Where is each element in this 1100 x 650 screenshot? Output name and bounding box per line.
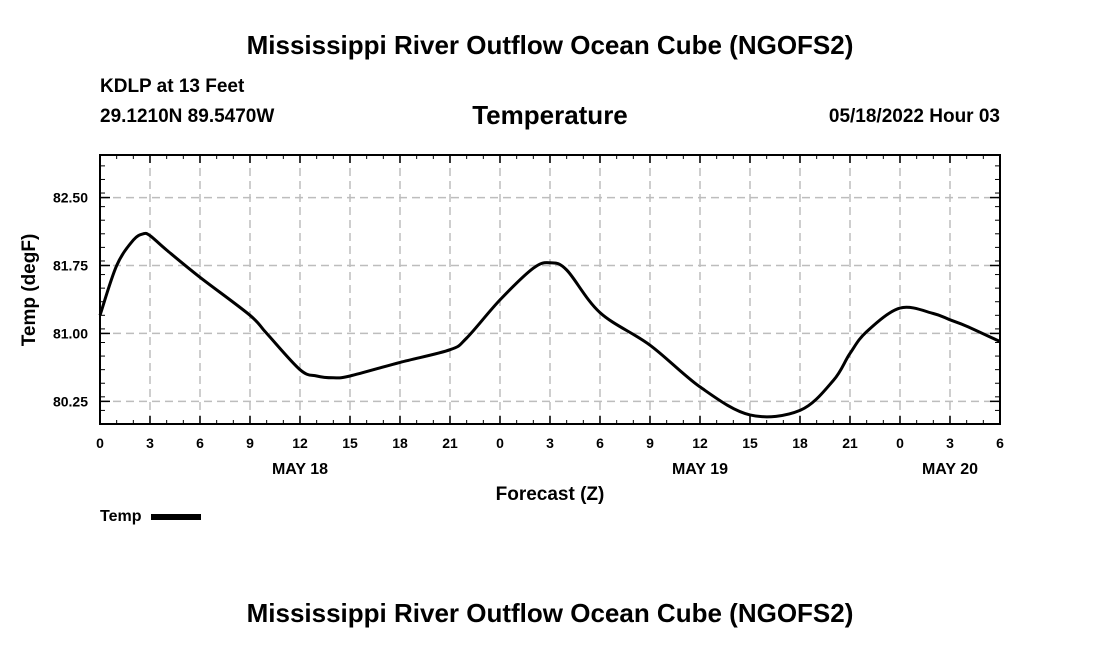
x-tick-label: 15 [742, 435, 758, 451]
chart-title: Temperature [472, 100, 628, 130]
day-label: MAY 18 [272, 461, 328, 478]
x-tick-label: 9 [646, 435, 654, 451]
legend: Temp [100, 508, 202, 526]
x-tick-label: 6 [996, 435, 1004, 451]
x-tick-label: 18 [792, 435, 808, 451]
station-label: KDLP at 13 Feet [100, 76, 245, 97]
day-label: MAY 19 [672, 461, 728, 478]
x-tick-label: 15 [342, 435, 358, 451]
x-tick-label: 6 [196, 435, 204, 451]
x-tick-label: 12 [692, 435, 708, 451]
x-tick-label: 6 [596, 435, 604, 451]
y-tick-label: 80.25 [53, 393, 88, 409]
temperature-chart: 0 3 6 9 12 15 18 21 0 3 6 9 12 15 18 21 0 3 6 MAY 18 MAY 19 M… [19, 154, 1004, 505]
x-tick-label: 3 [546, 435, 554, 451]
x-tick-label: 0 [96, 435, 104, 451]
y-axis-label: Temp (degF) [19, 234, 40, 347]
grid-lines [100, 155, 1000, 424]
coordinates-label: 29.1210N 89.5470W [100, 106, 275, 127]
temp-series-line [98, 231, 1001, 419]
series-layer [98, 231, 1001, 419]
legend-label: Temp [100, 508, 142, 525]
footer-title: Mississippi River Outflow Ocean Cube (NG… [246, 598, 854, 628]
x-tick-label: 9 [246, 435, 254, 451]
x-tick-label: 21 [842, 435, 858, 451]
x-axis-label: Forecast (Z) [496, 484, 605, 505]
forecast-datetime: 05/18/2022 Hour 03 [828, 106, 1000, 127]
y-tick-label: 81.00 [53, 325, 88, 341]
x-tick-label: 12 [292, 435, 308, 451]
legend-swatch [151, 514, 202, 520]
x-tick-label: 21 [442, 435, 458, 451]
tick-marks [99, 155, 1001, 425]
x-tick-label: 3 [946, 435, 954, 451]
x-tick-label: 18 [392, 435, 408, 451]
x-tick-label: 0 [496, 435, 504, 451]
x-tick-label: 0 [896, 435, 904, 451]
x-tick-label: 3 [146, 435, 154, 451]
main-title: Mississippi River Outflow Ocean Cube (NG… [246, 30, 854, 60]
day-label: MAY 20 [922, 461, 978, 478]
y-tick-label: 82.50 [53, 190, 88, 206]
y-tick-label: 81.75 [53, 257, 88, 273]
tick-labels: 0 3 6 9 12 15 18 21 0 3 6 9 12 15 18 21 0 3 6 MAY 18 MAY 19 M… [53, 190, 1004, 478]
